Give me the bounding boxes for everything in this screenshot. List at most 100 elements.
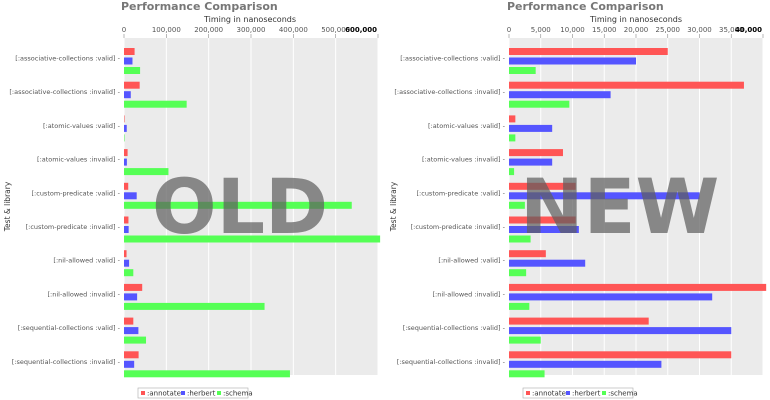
bar-schema-0 xyxy=(509,67,536,74)
bar-annotate-5 xyxy=(509,216,576,224)
bar-annotate-1 xyxy=(509,81,744,89)
bar-herbert-1 xyxy=(124,91,131,99)
bar-herbert-8 xyxy=(124,327,139,335)
bar-schema-3 xyxy=(509,168,515,176)
x-tick-label: 20,000 xyxy=(624,26,649,34)
overlay-label: OLD xyxy=(152,162,328,251)
category-label: [:sequential-collections :valid] - xyxy=(403,324,506,332)
legend-swatch xyxy=(566,391,570,395)
bar-annotate-7 xyxy=(124,283,143,291)
bar-annotate-1 xyxy=(124,81,140,89)
x-tick-label: 15,000 xyxy=(592,26,617,34)
bar-schema-1 xyxy=(124,100,187,108)
bar-herbert-1 xyxy=(509,91,611,99)
x-tick-label: 600,000 xyxy=(345,26,377,34)
x-tick-label: 500,000 xyxy=(321,26,350,34)
chart-title: Performance Comparison xyxy=(121,0,278,13)
category-label: [:nil-allowed :valid] - xyxy=(438,257,505,265)
x-tick-label: 400,000 xyxy=(279,26,308,34)
bar-herbert-3 xyxy=(509,158,553,166)
x-tick-label: 300,000 xyxy=(237,26,266,34)
legend-label: :herbert xyxy=(572,390,601,398)
x-tick-label: 5,000 xyxy=(531,26,551,34)
bar-herbert-6 xyxy=(509,259,586,267)
x-tick-label: 0 xyxy=(122,26,126,34)
category-label: [:sequential-collections :invalid] - xyxy=(397,358,506,366)
bar-herbert-0 xyxy=(509,57,636,65)
category-label: [:custom-predicate :valid] - xyxy=(417,189,506,197)
bar-schema-8 xyxy=(124,336,147,344)
legend-label: :schema xyxy=(223,390,253,398)
bar-annotate-6 xyxy=(124,250,127,258)
legend-box xyxy=(137,387,249,399)
bar-herbert-8 xyxy=(509,327,732,335)
x-tick-label: 40,000 xyxy=(735,26,762,34)
bar-schema-9 xyxy=(509,370,545,378)
category-label: [:atomic-values :invalid] - xyxy=(422,156,506,164)
x-tick-label: 0 xyxy=(507,26,511,34)
bar-herbert-4 xyxy=(509,192,700,200)
category-label: [:associative-collections :invalid] - xyxy=(9,88,120,96)
bar-annotate-0 xyxy=(124,48,135,55)
legend-swatch xyxy=(526,391,530,395)
bar-annotate-2 xyxy=(509,115,516,123)
bar-schema-3 xyxy=(124,168,169,176)
bar-annotate-2 xyxy=(124,115,125,123)
bar-herbert-0 xyxy=(124,57,133,65)
bar-annotate-9 xyxy=(509,351,732,359)
category-label: [:nil-allowed :invalid] - xyxy=(432,290,505,298)
legend-swatch xyxy=(181,391,185,395)
bar-schema-7 xyxy=(124,302,265,310)
bar-herbert-2 xyxy=(509,124,553,132)
bar-schema-0 xyxy=(124,67,141,74)
bar-schema-8 xyxy=(509,336,541,344)
bar-annotate-3 xyxy=(509,149,563,157)
x-axis-title: Timing in nanoseconds xyxy=(589,15,682,24)
bar-annotate-0 xyxy=(509,48,668,55)
legend-label: :annotate xyxy=(147,390,181,398)
legend-label: :annotate xyxy=(532,390,566,398)
old-chart-panel: Performance Comparison Timing in nanoseco… xyxy=(3,0,381,399)
bar-herbert-2 xyxy=(124,124,127,132)
bar-schema-4 xyxy=(509,201,525,209)
category-label: [:atomic-values :valid] - xyxy=(43,122,121,130)
new-chart-panel: Performance Comparison Timing in nanoseco… xyxy=(389,0,767,399)
x-tick-label: 30,000 xyxy=(687,26,712,34)
category-label: [:custom-predicate :invalid] - xyxy=(411,223,506,231)
bar-herbert-6 xyxy=(124,259,130,267)
bar-annotate-8 xyxy=(124,317,134,325)
legend-swatch xyxy=(141,391,145,395)
bar-herbert-9 xyxy=(124,360,135,368)
x-tick-label: 200,000 xyxy=(194,26,223,34)
category-label: [:custom-predicate :invalid] - xyxy=(26,223,121,231)
x-axis-title: Timing in nanoseconds xyxy=(203,15,296,24)
category-label: [:atomic-values :valid] - xyxy=(428,122,506,130)
overlay-label: NEW xyxy=(520,162,719,251)
bar-annotate-5 xyxy=(124,216,129,224)
bar-schema-7 xyxy=(509,302,530,310)
bar-schema-6 xyxy=(124,269,134,277)
bar-schema-9 xyxy=(124,370,290,378)
category-label: [:sequential-collections :invalid] - xyxy=(12,358,121,366)
category-label: [:nil-allowed :valid] - xyxy=(53,257,120,265)
legend-swatch xyxy=(217,391,221,395)
bar-annotate-7 xyxy=(509,283,767,291)
bar-herbert-7 xyxy=(124,293,138,301)
bar-herbert-5 xyxy=(124,226,129,233)
x-tick-label: 25,000 xyxy=(656,26,681,34)
category-label: [:associative-collections :invalid] - xyxy=(394,88,505,96)
bar-schema-5 xyxy=(124,235,381,243)
category-label: [:custom-predicate :valid] - xyxy=(32,189,121,197)
bar-schema-6 xyxy=(509,269,527,277)
bar-herbert-3 xyxy=(124,158,127,166)
bar-herbert-4 xyxy=(124,192,137,200)
bar-schema-1 xyxy=(509,100,570,108)
x-tick-label: 100,000 xyxy=(152,26,181,34)
legend-label: :herbert xyxy=(187,390,216,398)
category-label: [:associative-collections :valid] - xyxy=(400,55,505,63)
legend-swatch xyxy=(602,391,606,395)
bar-annotate-3 xyxy=(124,149,128,157)
y-axis-title: Test & library xyxy=(3,181,12,232)
category-label: [:associative-collections :valid] - xyxy=(15,55,120,63)
bar-herbert-5 xyxy=(509,226,579,233)
